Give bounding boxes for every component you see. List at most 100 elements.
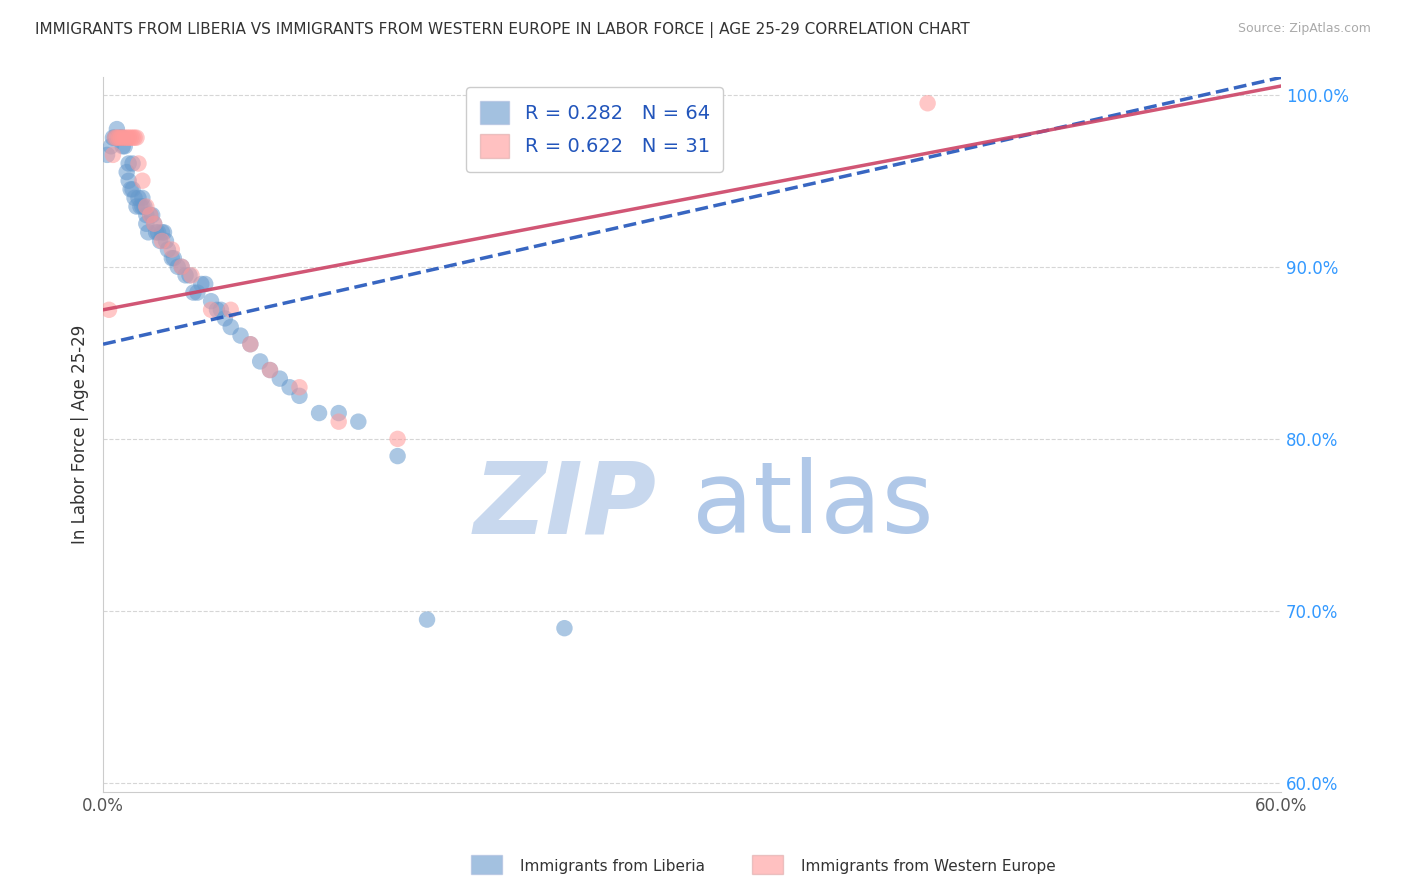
Point bbox=[124, 191, 146, 205]
Point bbox=[121, 182, 143, 196]
Y-axis label: In Labor Force | Age 25-29: In Labor Force | Age 25-29 bbox=[72, 325, 89, 544]
Point bbox=[278, 380, 301, 394]
Text: ZIP: ZIP bbox=[474, 458, 657, 555]
Point bbox=[170, 260, 193, 274]
Point bbox=[127, 156, 149, 170]
Point bbox=[131, 200, 153, 214]
Point bbox=[150, 234, 173, 248]
Point bbox=[179, 268, 201, 283]
Point bbox=[239, 337, 262, 351]
Point bbox=[146, 225, 169, 239]
Point bbox=[153, 225, 176, 239]
Point bbox=[239, 337, 262, 351]
Point bbox=[129, 200, 152, 214]
Point bbox=[131, 191, 153, 205]
Point bbox=[170, 260, 193, 274]
Point bbox=[200, 294, 222, 309]
Point bbox=[259, 363, 281, 377]
Point bbox=[308, 406, 330, 420]
Text: Immigrants from Liberia: Immigrants from Liberia bbox=[520, 859, 706, 873]
Point bbox=[553, 621, 575, 635]
Point bbox=[115, 130, 138, 145]
Point bbox=[160, 243, 183, 257]
Point bbox=[200, 302, 222, 317]
Point bbox=[143, 217, 166, 231]
Point bbox=[249, 354, 271, 368]
Point bbox=[120, 182, 142, 196]
Point bbox=[117, 130, 139, 145]
Point bbox=[150, 225, 173, 239]
Point bbox=[209, 302, 232, 317]
Point bbox=[111, 130, 134, 145]
Text: atlas: atlas bbox=[692, 458, 934, 555]
Point bbox=[98, 302, 121, 317]
Point bbox=[141, 208, 163, 222]
Point bbox=[135, 200, 157, 214]
Point bbox=[115, 165, 138, 179]
Point bbox=[155, 234, 177, 248]
Point bbox=[100, 139, 122, 153]
Point bbox=[416, 613, 439, 627]
Point bbox=[149, 234, 172, 248]
Text: Source: ZipAtlas.com: Source: ZipAtlas.com bbox=[1237, 22, 1371, 36]
Point bbox=[124, 130, 146, 145]
Point bbox=[125, 130, 148, 145]
Point bbox=[104, 130, 127, 145]
Point bbox=[110, 130, 132, 145]
Point bbox=[114, 139, 136, 153]
Point bbox=[163, 251, 186, 265]
Point bbox=[135, 217, 157, 231]
Point bbox=[131, 174, 153, 188]
Point bbox=[104, 130, 127, 145]
Point bbox=[111, 139, 134, 153]
Point bbox=[117, 156, 139, 170]
Point bbox=[96, 148, 118, 162]
Text: IMMIGRANTS FROM LIBERIA VS IMMIGRANTS FROM WESTERN EUROPE IN LABOR FORCE | AGE 2: IMMIGRANTS FROM LIBERIA VS IMMIGRANTS FR… bbox=[35, 22, 970, 38]
Point bbox=[105, 122, 128, 136]
Point bbox=[347, 415, 370, 429]
Point bbox=[143, 217, 166, 231]
Point bbox=[108, 130, 131, 145]
Text: Immigrants from Western Europe: Immigrants from Western Europe bbox=[801, 859, 1056, 873]
Point bbox=[121, 156, 143, 170]
Point bbox=[121, 130, 143, 145]
Point bbox=[174, 268, 197, 283]
Point bbox=[127, 191, 149, 205]
Point bbox=[917, 96, 939, 111]
Point bbox=[219, 320, 242, 334]
Point bbox=[101, 130, 124, 145]
Legend: R = 0.282   N = 64, R = 0.622   N = 31: R = 0.282 N = 64, R = 0.622 N = 31 bbox=[467, 87, 723, 171]
Point bbox=[269, 371, 291, 385]
Point bbox=[139, 208, 162, 222]
Point bbox=[101, 148, 124, 162]
Point bbox=[139, 208, 162, 222]
Point bbox=[108, 130, 131, 145]
Point bbox=[114, 130, 136, 145]
Point bbox=[387, 449, 409, 463]
Point bbox=[120, 130, 142, 145]
Point bbox=[194, 277, 217, 291]
Point bbox=[229, 328, 252, 343]
Point bbox=[117, 174, 139, 188]
Point bbox=[190, 277, 212, 291]
Point bbox=[166, 260, 188, 274]
Point bbox=[136, 225, 159, 239]
Point bbox=[288, 389, 311, 403]
Point bbox=[205, 302, 228, 317]
Point bbox=[135, 208, 157, 222]
Point bbox=[214, 311, 236, 326]
Point bbox=[111, 130, 134, 145]
Point bbox=[134, 200, 156, 214]
Point bbox=[110, 130, 132, 145]
Point bbox=[328, 415, 350, 429]
Point bbox=[180, 268, 202, 283]
Point bbox=[259, 363, 281, 377]
Point bbox=[156, 243, 179, 257]
Point bbox=[183, 285, 205, 300]
Point bbox=[125, 200, 148, 214]
Point bbox=[387, 432, 409, 446]
Point bbox=[105, 130, 128, 145]
Point bbox=[328, 406, 350, 420]
Point bbox=[288, 380, 311, 394]
Point bbox=[219, 302, 242, 317]
